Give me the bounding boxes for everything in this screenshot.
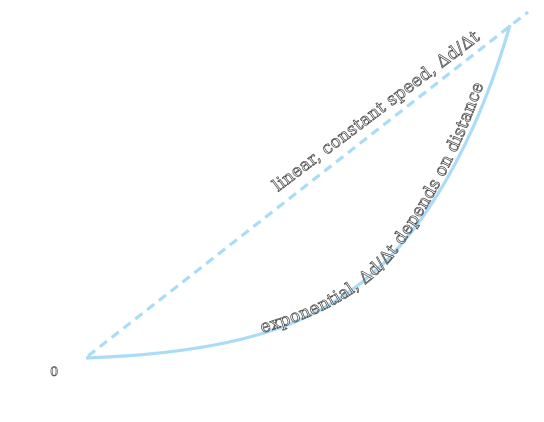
exponential-curve bbox=[85, 24, 512, 360]
linear-dashed-line bbox=[87, 10, 529, 358]
origin-label: 0 bbox=[50, 365, 58, 380]
